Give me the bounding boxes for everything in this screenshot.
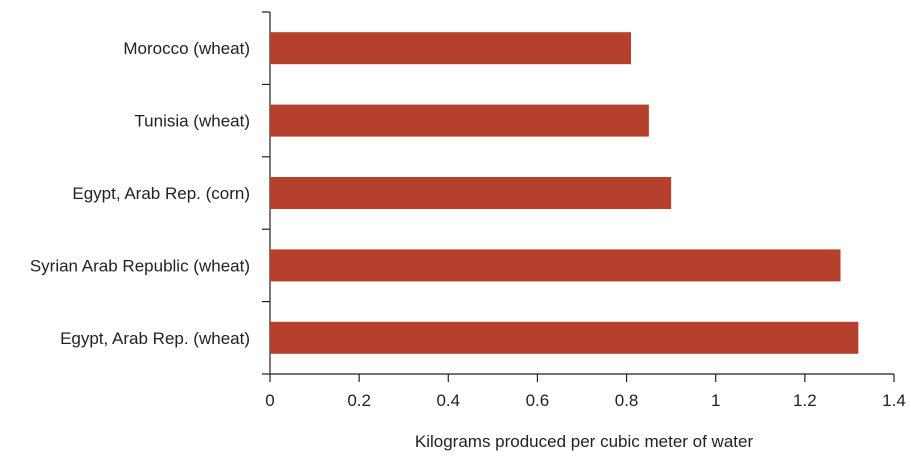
x-tick-label: 0 <box>265 391 274 410</box>
bar <box>270 249 841 282</box>
bar <box>270 32 632 65</box>
x-tick-label: 0.4 <box>436 391 460 410</box>
x-axis-title: Kilograms produced per cubic meter of wa… <box>415 432 754 451</box>
category-label: Syrian Arab Republic (wheat) <box>30 256 250 275</box>
x-tick-label: 0.8 <box>615 391 639 410</box>
bars <box>270 32 859 354</box>
bar <box>270 104 649 137</box>
category-label: Morocco (wheat) <box>123 39 250 58</box>
x-axis: 0 0.2 0.4 0.6 0.8 1 1.2 1.4 <box>265 373 906 410</box>
category-label: Egypt, Arab Rep. (corn) <box>72 184 250 203</box>
bar <box>270 177 672 209</box>
category-label: Tunisia (wheat) <box>134 112 250 131</box>
x-tick-label: 1.4 <box>882 391 906 410</box>
bar <box>270 321 859 354</box>
x-tick-label: 0.6 <box>526 391 550 410</box>
y-axis: Morocco (wheat) Tunisia (wheat) Egypt, Ara… <box>30 11 271 375</box>
x-tick-label: 1 <box>711 391 720 410</box>
x-tick-label: 1.2 <box>793 391 817 410</box>
category-label: Egypt, Arab Rep. (wheat) <box>60 329 250 348</box>
x-tick-label: 0.2 <box>347 391 371 410</box>
